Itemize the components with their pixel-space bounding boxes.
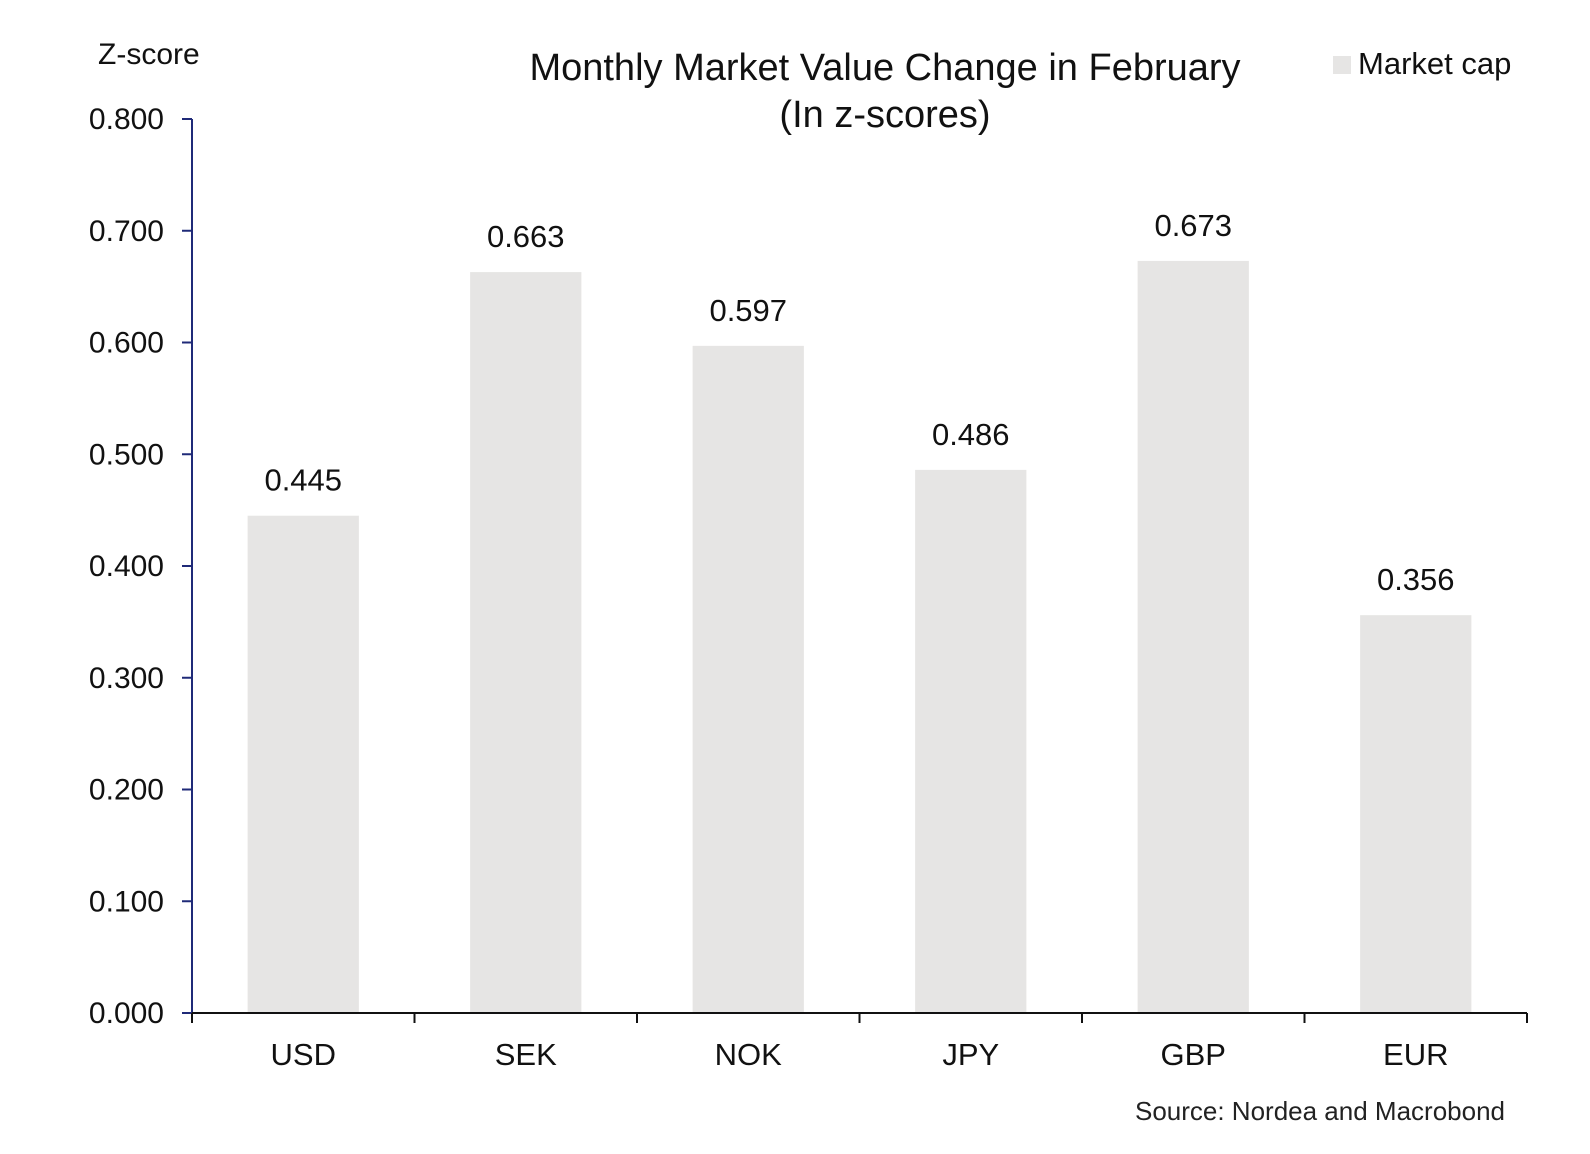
bar-usd bbox=[247, 515, 359, 1013]
data-labels: 0.445 0.663 0.597 0.486 0.673 0.356 bbox=[264, 208, 1454, 597]
bar-jpy bbox=[915, 469, 1027, 1013]
bar-gbp bbox=[1137, 260, 1249, 1013]
x-tick-label-jpy: JPY bbox=[942, 1037, 999, 1072]
legend: Market cap bbox=[1333, 46, 1511, 81]
chart-title: Monthly Market Value Change in February bbox=[529, 47, 1240, 89]
y-tick-label: 0.500 bbox=[89, 438, 164, 471]
data-label-sek: 0.663 bbox=[487, 219, 565, 254]
x-tick-label-gbp: GBP bbox=[1161, 1037, 1226, 1072]
bar-nok bbox=[692, 345, 804, 1013]
legend-swatch bbox=[1333, 56, 1351, 74]
legend-label: Market cap bbox=[1358, 46, 1511, 81]
x-axis-ticks: USD SEK NOK JPY GBP EUR bbox=[191, 1013, 1528, 1072]
y-tick-label: 0.000 bbox=[89, 997, 164, 1030]
data-label-jpy: 0.486 bbox=[932, 417, 1010, 452]
y-tick-label: 0.800 bbox=[89, 103, 164, 136]
bar-eur bbox=[1360, 615, 1472, 1013]
y-tick-label: 0.100 bbox=[89, 885, 164, 918]
chart-subtitle: (In z-scores) bbox=[779, 94, 990, 136]
x-tick-label-sek: SEK bbox=[495, 1037, 557, 1072]
y-tick-label: 0.600 bbox=[89, 327, 164, 360]
bar-sek bbox=[470, 272, 582, 1013]
x-tick-label-usd: USD bbox=[271, 1037, 336, 1072]
x-tick-label-eur: EUR bbox=[1383, 1037, 1448, 1072]
data-label-nok: 0.597 bbox=[709, 293, 787, 328]
y-tick-label: 0.400 bbox=[89, 550, 164, 583]
y-tick-label: 0.700 bbox=[89, 215, 164, 248]
data-label-eur: 0.356 bbox=[1377, 562, 1455, 597]
y-tick-label: 0.200 bbox=[89, 774, 164, 807]
source-note: Source: Nordea and Macrobond bbox=[1135, 1096, 1505, 1126]
y-axis-ticks: 0.000 0.100 0.200 0.300 0.400 0.500 0.600 0.700… bbox=[89, 103, 192, 1030]
x-tick-label-nok: NOK bbox=[715, 1037, 783, 1072]
bars bbox=[247, 260, 1472, 1013]
data-label-usd: 0.445 bbox=[264, 463, 342, 498]
y-axis-label: Z-score bbox=[98, 38, 200, 71]
y-tick-label: 0.300 bbox=[89, 662, 164, 695]
data-label-gbp: 0.673 bbox=[1154, 208, 1232, 243]
